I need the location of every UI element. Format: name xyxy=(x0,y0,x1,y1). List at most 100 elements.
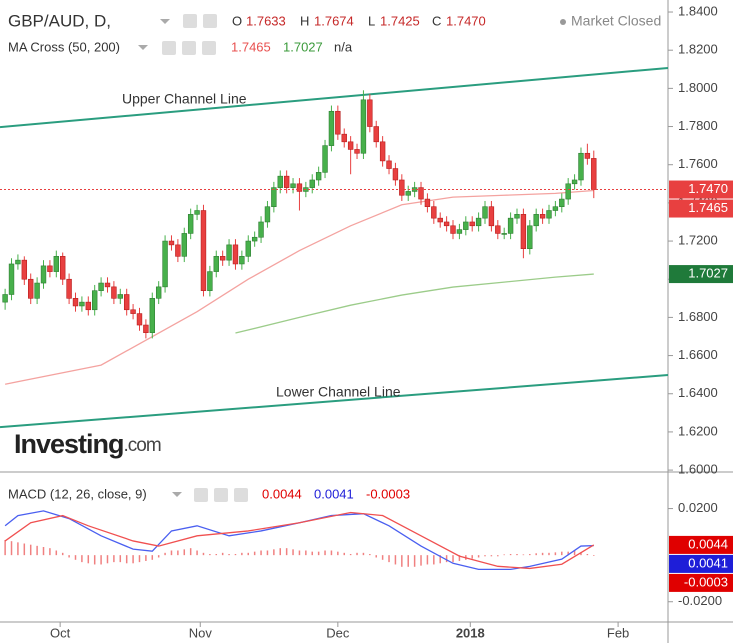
candle-body xyxy=(47,265,53,272)
price-label: 0.0044 xyxy=(688,536,728,551)
candle-body xyxy=(143,324,149,333)
x-tick-label: 2018 xyxy=(456,625,485,640)
ohlc-key: H xyxy=(300,13,309,28)
annotation: Lower Channel Line xyxy=(276,384,401,400)
candle-body xyxy=(123,294,130,311)
ohlc-value: 1.7470 xyxy=(446,13,486,28)
plot-area xyxy=(0,66,669,571)
price-label-box xyxy=(669,573,733,592)
indicator-name: MA Cross (50, 200) xyxy=(8,39,120,54)
candle-body xyxy=(482,206,488,219)
candle-body xyxy=(386,160,392,169)
y-tick-label: 1.7600 xyxy=(678,156,718,171)
moving-average xyxy=(235,273,594,334)
market-status: Market Closed xyxy=(571,13,661,29)
price-label-box xyxy=(669,180,733,199)
candle-body xyxy=(399,179,405,196)
candle-body xyxy=(552,206,559,211)
candle-body xyxy=(207,271,213,291)
dropdown-icon[interactable] xyxy=(172,492,182,497)
visibility-icon[interactable] xyxy=(183,14,197,28)
candle-body xyxy=(405,191,411,196)
candle-body xyxy=(475,217,482,227)
candle-body xyxy=(130,309,136,314)
visibility-icon[interactable] xyxy=(162,41,176,55)
candle-body xyxy=(239,256,245,265)
candle-body xyxy=(15,259,21,265)
indicator-value: 1.7027 xyxy=(283,39,323,54)
candle-body xyxy=(85,301,91,311)
candle-body xyxy=(565,183,571,200)
settings-icon[interactable] xyxy=(203,14,217,28)
candle-body xyxy=(520,214,527,249)
dropdown-icon[interactable] xyxy=(138,45,148,50)
candle-body xyxy=(488,206,495,227)
price-label-box xyxy=(669,265,733,284)
dropdown-icon[interactable] xyxy=(160,19,170,24)
candle-body xyxy=(79,301,85,307)
annotation: Upper Channel Line xyxy=(122,91,247,107)
candle-body xyxy=(527,225,533,249)
candle-body xyxy=(578,152,584,181)
candle-body xyxy=(559,198,565,208)
candle-body xyxy=(354,149,360,154)
candle-body xyxy=(514,214,520,219)
candle-body xyxy=(296,183,303,192)
candle-body xyxy=(187,214,194,234)
candle-body xyxy=(437,217,443,223)
ohlc-value: 1.7674 xyxy=(314,13,354,28)
candle-body xyxy=(226,244,232,261)
candle-body xyxy=(450,225,456,234)
settings-icon[interactable] xyxy=(182,41,196,55)
candle-body xyxy=(175,244,181,257)
candle-body xyxy=(149,298,155,333)
remove-icon[interactable] xyxy=(234,488,248,502)
candle-body xyxy=(72,298,79,307)
y-tick-label: 1.8200 xyxy=(678,42,718,57)
candle-body xyxy=(213,256,219,272)
candle-body xyxy=(539,214,546,219)
candle-body xyxy=(379,141,386,162)
price-label-box xyxy=(669,554,733,573)
settings-icon[interactable] xyxy=(214,488,228,502)
candle-body xyxy=(264,206,271,223)
candle-body xyxy=(60,256,66,280)
x-tick-label: Dec xyxy=(326,625,350,640)
candle-body xyxy=(53,256,60,272)
candle-body xyxy=(21,259,28,280)
candle-body xyxy=(245,240,251,257)
price-label: 1.7027 xyxy=(688,266,728,281)
candle-body xyxy=(463,221,469,230)
candle-body xyxy=(111,286,117,299)
y-tick-label: 0.0200 xyxy=(678,500,718,515)
candle-body xyxy=(418,187,424,200)
candle-body xyxy=(66,278,72,299)
remove-icon[interactable] xyxy=(202,41,216,55)
macd-title: MACD (12, 26, close, 9) xyxy=(8,486,147,501)
candle-body xyxy=(271,187,277,208)
indicator-value: n/a xyxy=(334,39,353,54)
candle-body xyxy=(373,126,379,143)
candle-body xyxy=(431,206,437,219)
price-label: 0.0041 xyxy=(688,555,728,570)
watermark-main: Investing xyxy=(14,429,124,459)
visibility-icon[interactable] xyxy=(194,488,208,502)
price-label-box xyxy=(669,199,733,218)
ohlc-key: O xyxy=(232,13,242,28)
y-tick-label: 1.6800 xyxy=(678,309,718,324)
candle-body xyxy=(495,225,501,234)
candle-body xyxy=(360,99,367,154)
ohlc-key: C xyxy=(432,13,441,28)
candle-body xyxy=(315,172,322,181)
ohlc-key: L xyxy=(368,13,375,28)
candle-body xyxy=(546,210,552,219)
candle-body xyxy=(584,152,591,159)
candle-body xyxy=(136,313,143,326)
candle-body xyxy=(181,233,187,257)
y-tick-label: 1.8000 xyxy=(678,80,718,95)
candle-body xyxy=(91,290,98,311)
candle-body xyxy=(277,175,283,188)
